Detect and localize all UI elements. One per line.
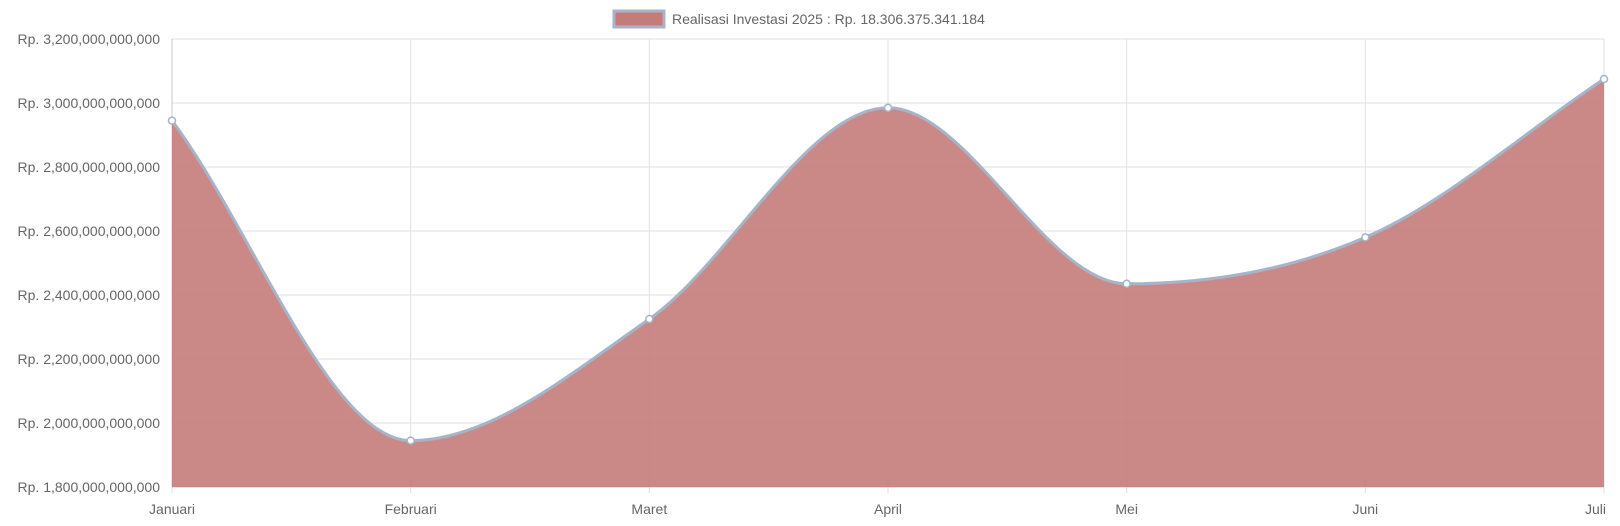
y-tick-label: Rp. 2,600,000,000,000 (18, 223, 161, 239)
series-area-fill (172, 79, 1604, 487)
data-point-juli[interactable] (1599, 74, 1609, 84)
x-tick-label: Maret (631, 501, 667, 517)
data-point-juni[interactable] (1361, 233, 1370, 242)
y-tick-label: Rp. 2,200,000,000,000 (18, 351, 161, 367)
x-tick-label: Januari (149, 501, 195, 517)
x-tick-label: Juni (1352, 501, 1378, 517)
x-tick-label: April (874, 501, 902, 517)
y-axis-labels: Rp. 1,800,000,000,000 Rp. 2,000,000,000,0… (18, 31, 161, 495)
legend-swatch[interactable] (612, 9, 666, 29)
y-tick-label: Rp. 2,800,000,000,000 (18, 159, 161, 175)
x-axis-labels: Januari Februari Maret April Mei Juni Juli (149, 501, 1606, 517)
data-points (167, 74, 1609, 445)
y-tick-label: Rp. 3,000,000,000,000 (18, 95, 161, 111)
y-tick-label: Rp. 1,800,000,000,000 (18, 479, 161, 495)
data-point-februari[interactable] (406, 436, 415, 445)
data-point-maret[interactable] (645, 314, 654, 324)
y-tick-label: Rp. 3,200,000,000,000 (18, 31, 161, 47)
legend[interactable]: Realisasi Investasi 2025 : Rp. 18.306.37… (612, 9, 985, 29)
y-tick-label: Rp. 2,400,000,000,000 (18, 287, 161, 303)
data-point-mei[interactable] (1122, 279, 1131, 289)
y-tick-label: Rp. 2,000,000,000,000 (18, 415, 161, 431)
legend-label[interactable]: Realisasi Investasi 2025 : Rp. 18.306.37… (672, 11, 985, 27)
data-point-januari[interactable] (167, 116, 177, 125)
data-point-april[interactable] (883, 103, 893, 113)
x-tick-label: Mei (1115, 501, 1138, 517)
x-tick-label: Februari (385, 501, 437, 517)
x-tick-label: Juli (1585, 501, 1606, 517)
area-layer (170, 77, 1605, 487)
